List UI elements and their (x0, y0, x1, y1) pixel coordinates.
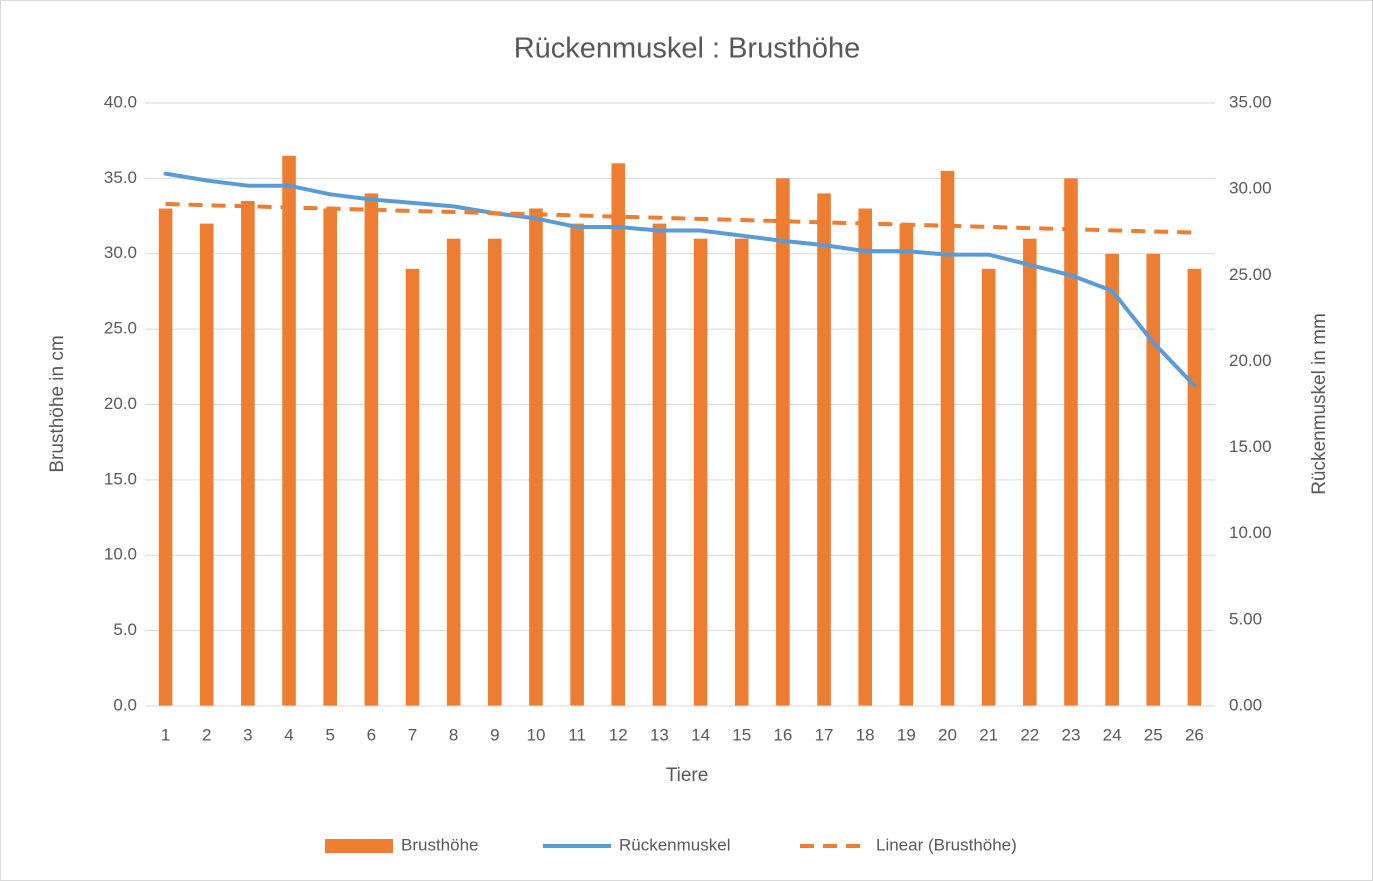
x-tick-label: 18 (856, 725, 875, 744)
bar (364, 193, 379, 706)
y-tick-label: 5.0 (113, 620, 137, 639)
x-tick-label: 22 (1020, 725, 1039, 744)
x-tick-label: 11 (568, 725, 586, 744)
y-tick-label: 10.0 (104, 545, 137, 564)
bar (817, 193, 831, 706)
x-tick-label: 4 (284, 725, 293, 744)
y2-tick-label: 20.00 (1229, 351, 1272, 370)
x-tick-label: 25 (1144, 725, 1163, 744)
bar (241, 200, 255, 707)
x-tick-label: 15 (732, 725, 751, 744)
y2-tick-label: 5.00 (1229, 609, 1262, 628)
legend-swatch (325, 839, 393, 853)
trendline (165, 202, 1195, 235)
x-tick-label: 10 (527, 725, 546, 744)
bar (858, 208, 872, 706)
x-tick-label: 5 (325, 725, 334, 744)
bar (323, 208, 337, 706)
y2-tick-label: 25.00 (1229, 265, 1272, 284)
y-tick-label: 30.0 (104, 243, 137, 262)
y2-tick-label: 0.00 (1229, 695, 1262, 714)
bar (693, 238, 708, 707)
bar (282, 155, 296, 706)
x-tick-label: 24 (1103, 725, 1122, 744)
y-axis-title: Brusthöhe in cm (47, 335, 68, 472)
bar (199, 223, 214, 706)
x-tick-label: 12 (609, 725, 628, 744)
x-tick-label: 23 (1062, 725, 1081, 744)
bar (611, 163, 626, 707)
legend-label: Rückenmuskel (619, 835, 731, 854)
bar (405, 268, 420, 706)
x-tick-label: 3 (243, 725, 252, 744)
x-tick-label: 16 (773, 725, 792, 744)
bar (899, 223, 914, 706)
bar (446, 238, 461, 707)
x-tick-label: 1 (161, 725, 170, 744)
y-tick-label: 35.0 (104, 168, 137, 187)
bar (158, 208, 173, 706)
y-tick-label: 40.0 (104, 92, 137, 111)
x-tick-label: 21 (979, 725, 998, 744)
x-tick-label: 9 (490, 725, 499, 744)
x-tick-label: 14 (691, 725, 710, 744)
bar (981, 268, 996, 706)
bar (776, 178, 790, 706)
y2-axis-title: Rückenmuskel in mm (1309, 313, 1330, 495)
x-tick-label: 20 (938, 725, 957, 744)
bar (1187, 268, 1202, 706)
bar (1023, 238, 1037, 707)
x-tick-label: 19 (897, 725, 916, 744)
y-tick-label: 0.0 (113, 695, 137, 714)
y-tick-label: 15.0 (104, 469, 137, 488)
bar (529, 208, 543, 706)
chart-title: Rückenmuskel : Brusthöhe (514, 33, 861, 65)
y-tick-label: 20.0 (104, 394, 137, 413)
y2-tick-label: 15.00 (1229, 437, 1272, 456)
bar (940, 170, 955, 706)
y2-tick-label: 35.00 (1229, 92, 1272, 111)
legend-label: Linear (Brusthöhe) (876, 835, 1017, 854)
bar (652, 223, 667, 706)
x-tick-label: 13 (650, 725, 669, 744)
x-tick-label: 17 (815, 725, 834, 744)
bar (1064, 178, 1078, 706)
y-tick-label: 25.0 (104, 319, 137, 338)
bar (1105, 253, 1119, 706)
legend-label: Brusthöhe (401, 835, 479, 854)
bar (488, 238, 502, 707)
bar (570, 223, 584, 706)
x-tick-label: 26 (1185, 725, 1204, 744)
bar (734, 238, 749, 707)
x-tick-label: 6 (367, 725, 376, 744)
x-tick-label: 2 (202, 725, 211, 744)
y2-tick-label: 30.00 (1229, 179, 1272, 198)
x-axis-title: Tiere (666, 765, 709, 786)
y2-tick-label: 10.00 (1229, 523, 1272, 542)
bar (1146, 253, 1161, 706)
line (163, 171, 1197, 388)
x-tick-label: 7 (408, 725, 417, 744)
x-tick-label: 8 (449, 725, 458, 744)
